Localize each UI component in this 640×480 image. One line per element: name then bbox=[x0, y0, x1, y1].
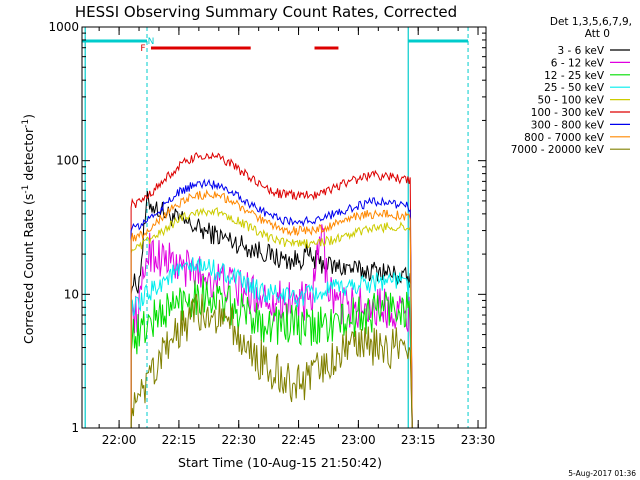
y-axis-label: Corrected Count Rate (s-1 detector-1) bbox=[21, 114, 36, 344]
legend-header-line-1: Det 1,3,5,6,7,9, bbox=[550, 16, 632, 28]
legend-label-4: 50 - 100 keV bbox=[537, 95, 604, 107]
series-line-4 bbox=[130, 206, 413, 429]
legend-label-8: 7000 - 20000 keV bbox=[511, 144, 605, 156]
x-tick-label-3: 22:45 bbox=[281, 433, 316, 447]
series-line-6 bbox=[130, 178, 413, 429]
series-line-2 bbox=[130, 275, 413, 429]
x-tick-label-5: 23:15 bbox=[401, 433, 436, 447]
x-axis: 22:00 22:15 22:30 22:45 23:00 23:15 23:30 bbox=[98, 27, 496, 447]
series-line-7 bbox=[130, 188, 413, 429]
x-tick-label-1: 22:15 bbox=[162, 433, 197, 447]
legend-label-0: 3 - 6 keV bbox=[557, 45, 604, 57]
y-tick-label-2: 100 bbox=[56, 154, 79, 168]
y-tick-label-1: 10 bbox=[64, 287, 79, 301]
legend-label-7: 800 - 7000 keV bbox=[524, 132, 605, 144]
series-line-1 bbox=[130, 224, 413, 429]
legend-label-3: 25 - 50 keV bbox=[544, 82, 605, 94]
footer-timestamp: 5-Aug-2017 01:36 bbox=[568, 469, 636, 478]
legend-label-6: 300 - 800 keV bbox=[531, 119, 605, 131]
legend-label-5: 100 - 300 keV bbox=[531, 107, 605, 119]
series-line-5 bbox=[130, 151, 413, 429]
x-tick-label-0: 22:00 bbox=[102, 433, 137, 447]
y-axis: 1 10 100 1000 bbox=[48, 20, 486, 435]
x-tick-label-4: 23:00 bbox=[341, 433, 376, 447]
flag-letter-f: F bbox=[140, 44, 145, 54]
x-tick-label-6: 23:30 bbox=[461, 433, 496, 447]
legend-header-line-2: Att 0 bbox=[585, 28, 610, 40]
plot-area: FN bbox=[82, 27, 469, 429]
flag-letter-n: N bbox=[148, 37, 155, 47]
series-line-8 bbox=[130, 293, 413, 429]
series-line-0 bbox=[130, 191, 413, 429]
chart-title: HESSI Observing Summary Count Rates, Cor… bbox=[75, 3, 457, 21]
x-tick-label-2: 22:30 bbox=[221, 433, 256, 447]
y-tick-label-3: 1000 bbox=[48, 20, 79, 34]
x-axis-label: Start Time (10-Aug-15 21:50:42) bbox=[178, 455, 382, 470]
y-tick-label-0: 1 bbox=[71, 421, 79, 435]
legend-label-2: 12 - 25 keV bbox=[544, 70, 605, 82]
legend-label-1: 6 - 12 keV bbox=[551, 57, 605, 69]
axes-frame bbox=[81, 26, 487, 429]
series-line-3 bbox=[130, 257, 413, 429]
